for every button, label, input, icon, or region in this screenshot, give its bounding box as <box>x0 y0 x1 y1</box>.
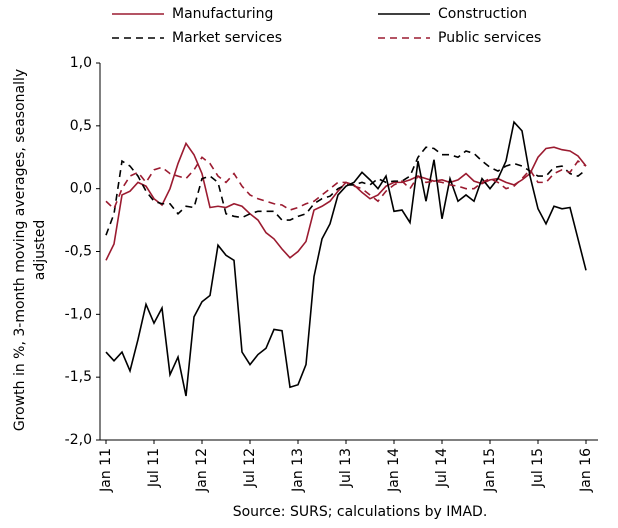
x-tick-label: Jan 11 <box>98 448 114 493</box>
y-tick-label: 0,0 <box>70 181 92 197</box>
x-tick-label: Jan 12 <box>194 448 210 493</box>
x-tick-label: Jan 14 <box>386 448 402 493</box>
legend-label: Construction <box>438 6 527 22</box>
legend-label: Public services <box>438 30 541 46</box>
y-tick-label: -1,0 <box>65 306 92 322</box>
x-tick-label: Jan 16 <box>578 448 594 493</box>
y-tick-label: -1,5 <box>65 369 92 385</box>
x-tick-label: Jul 12 <box>242 448 258 488</box>
x-tick-label: Jul 13 <box>338 448 354 488</box>
y-tick-label: 0,5 <box>70 118 92 134</box>
x-tick-label: Jan 13 <box>290 448 306 493</box>
y-axis-label: Growth in %, 3-month moving averages, se… <box>12 69 28 431</box>
series-line <box>105 156 587 211</box>
legend-label: Market services <box>172 30 282 46</box>
x-tick-label: Jul 15 <box>530 448 546 488</box>
series-line <box>105 141 587 261</box>
source-note: Source: SURS; calculations by IMAD. <box>233 504 488 520</box>
series-line <box>105 146 587 236</box>
x-tick-label: Jul 14 <box>434 448 450 488</box>
series-line <box>105 120 587 397</box>
y-tick-label: -2,0 <box>65 432 92 448</box>
y-axis-label: adjusted <box>32 220 48 281</box>
y-tick-label: -0,5 <box>65 244 92 260</box>
legend-label: Manufacturing <box>172 6 273 22</box>
x-tick-label: Jul 11 <box>146 448 162 488</box>
y-tick-label: 1,0 <box>70 55 92 71</box>
x-tick-label: Jan 15 <box>482 448 498 493</box>
